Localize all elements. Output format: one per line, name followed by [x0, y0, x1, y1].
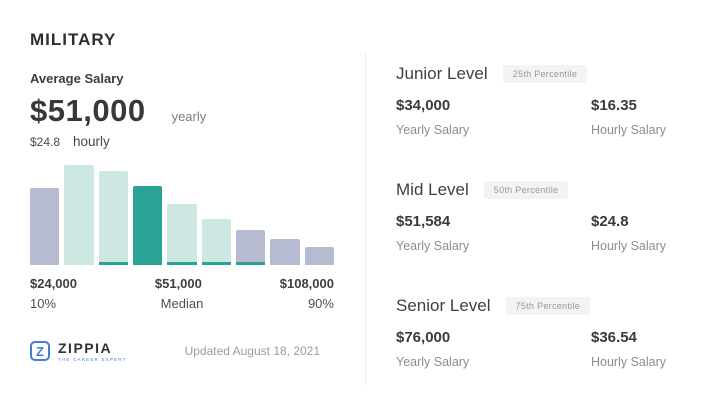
level-values: $76,000 Yearly Salary $36.54 Hourly Sala… [396, 329, 690, 369]
histogram-bar [235, 230, 266, 265]
level-section-mid: Mid Level 50th Percentile $51,584 Yearly… [396, 180, 690, 253]
zippia-logo-letter: Z [36, 343, 44, 359]
zippia-logo-text: ZIPPIA THE CAREER EXPERT [58, 340, 127, 362]
level-values: $34,000 Yearly Salary $16.35 Hourly Sala… [396, 97, 690, 137]
histogram-bar [30, 188, 60, 265]
yearly-label: Yearly Salary [396, 355, 470, 369]
level-name: Mid Level [396, 180, 469, 199]
zippia-logo-icon: Z [30, 341, 50, 361]
hourly-salary-row: $24.8 hourly [30, 134, 365, 149]
level-name: Senior Level [396, 296, 491, 315]
histogram-bar [304, 247, 334, 265]
level-values: $51,584 Yearly Salary $24.8 Hourly Salar… [396, 213, 690, 253]
percentile-panel: Junior Level 25th Percentile $34,000 Yea… [365, 53, 720, 386]
hourly-salary-unit: hourly [73, 134, 110, 149]
average-salary-label: Average Salary [30, 71, 124, 86]
percentile-badge: 25th Percentile [502, 65, 588, 83]
zippia-logo[interactable]: Z ZIPPIA THE CAREER EXPERT [30, 340, 127, 362]
hourly-column: $36.54 Hourly Salary [591, 329, 666, 369]
yearly-value: $51,584 [396, 213, 451, 230]
updated-date: Updated August 18, 2021 [184, 344, 321, 358]
axis-percentile-labels: 10% Median 90% [30, 296, 334, 311]
yearly-salary-value: $51,000 [30, 93, 146, 128]
percentile-badge: 50th Percentile [483, 181, 569, 199]
salary-histogram [30, 165, 334, 265]
hourly-salary-value: $24.8 [30, 135, 61, 149]
histogram-bar [64, 165, 94, 265]
left-panel: MILITARY Average Salary $51,000 yearly $… [30, 30, 365, 362]
yearly-salary-unit: yearly [171, 109, 207, 124]
level-section-junior: Junior Level 25th Percentile $34,000 Yea… [396, 64, 690, 137]
percentile-badge: 75th Percentile [505, 297, 591, 315]
hourly-column: $24.8 Hourly Salary [591, 213, 666, 253]
histogram-bar [98, 171, 128, 265]
yearly-column: $76,000 Yearly Salary [396, 329, 591, 369]
level-section-senior: Senior Level 75th Percentile $76,000 Yea… [396, 296, 690, 369]
hourly-label: Hourly Salary [591, 239, 667, 253]
histogram-bar [270, 239, 300, 265]
footer: Z ZIPPIA THE CAREER EXPERT Updated Augus… [30, 340, 365, 362]
axis-value-labels: $24,000 $51,000 $108,000 [30, 276, 334, 291]
level-header: Senior Level 75th Percentile [396, 296, 690, 316]
yearly-value: $76,000 [396, 329, 451, 346]
yearly-column: $34,000 Yearly Salary [396, 97, 591, 137]
brand-name: ZIPPIA [58, 340, 113, 356]
brand-tagline: THE CAREER EXPERT [58, 357, 127, 362]
axis-median-label: Median [160, 296, 204, 311]
histogram-bar [201, 219, 231, 265]
hourly-column: $16.35 Hourly Salary [591, 97, 666, 137]
hourly-value: $16.35 [591, 97, 637, 114]
axis-right-value: $108,000 [279, 276, 334, 291]
axis-left-value: $24,000 [30, 276, 77, 291]
level-header: Junior Level 25th Percentile [396, 64, 690, 84]
axis-left-percentile: 10% [30, 296, 57, 311]
yearly-label: Yearly Salary [396, 239, 470, 253]
hourly-label: Hourly Salary [591, 123, 667, 137]
histogram-bar [167, 204, 197, 265]
axis-right-percentile: 90% [307, 296, 334, 311]
hourly-value: $24.8 [591, 213, 629, 230]
page-title: MILITARY [30, 30, 117, 49]
histogram-bar [132, 186, 163, 265]
yearly-label: Yearly Salary [396, 123, 470, 137]
hourly-label: Hourly Salary [591, 355, 667, 369]
level-header: Mid Level 50th Percentile [396, 180, 690, 200]
yearly-column: $51,584 Yearly Salary [396, 213, 591, 253]
hourly-value: $36.54 [591, 329, 637, 346]
yearly-salary-row: $51,000 yearly [30, 93, 365, 129]
axis-mid-value: $51,000 [154, 276, 202, 291]
level-name: Junior Level [396, 64, 488, 83]
yearly-value: $34,000 [396, 97, 451, 114]
